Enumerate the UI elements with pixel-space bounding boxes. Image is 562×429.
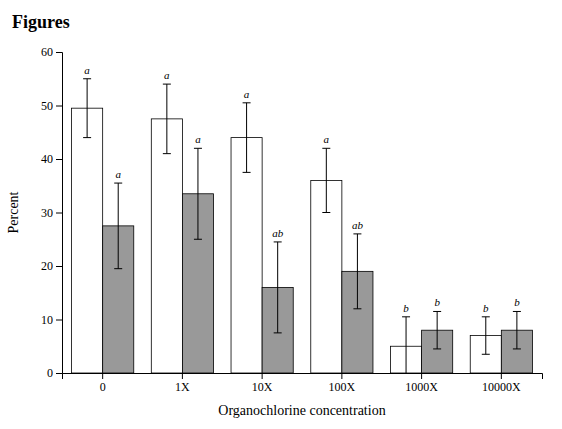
x-tick-mark [501, 373, 502, 379]
error-bar [513, 311, 521, 348]
x-tick-mark [182, 373, 183, 379]
y-tick-mark [56, 320, 62, 321]
significance-label: a [195, 133, 201, 145]
y-tick-label: 60 [41, 45, 53, 59]
y-tick: 20 [41, 259, 62, 273]
x-tick-mark [262, 373, 263, 379]
bar [231, 138, 262, 373]
y-tick-mark [56, 159, 62, 160]
y-tick-mark [56, 213, 62, 214]
y-tick-mark [56, 266, 62, 267]
y-tick-mark [56, 106, 62, 107]
x-axis-line [63, 374, 543, 380]
y-tick: 0 [47, 366, 62, 380]
x-tick-label: 0 [100, 380, 106, 394]
significance-label: a [164, 69, 170, 81]
error-bar [433, 311, 441, 348]
x-tick-mark [102, 373, 103, 379]
title: Figures [12, 12, 70, 32]
series [103, 148, 533, 373]
error-bar [353, 234, 361, 309]
y-tick-label: 40 [41, 152, 53, 166]
error-bar [322, 148, 330, 212]
x-tick-mark [341, 373, 342, 379]
labels: aaaabbaaababbb [84, 64, 520, 314]
significance-label: a [324, 133, 330, 145]
error-bar [274, 242, 282, 333]
y-axis-line [56, 53, 63, 374]
y-tick: 10 [41, 313, 62, 327]
significance-label: b [483, 302, 489, 314]
y-axis: 0 10 20 30 40 50 60 [41, 45, 63, 380]
x-axis-title: Organochlorine concentration [218, 403, 385, 418]
y-tick-label: 10 [41, 313, 53, 327]
x-axis: 0 1X 10X 100X 1000X 10000X [63, 373, 543, 394]
error-bar [194, 148, 202, 239]
error-bar [163, 84, 171, 154]
x-tick: 10000X [482, 373, 521, 394]
error-bar [114, 183, 122, 269]
significance-label: ab [272, 227, 284, 239]
y-tick-label: 20 [41, 259, 53, 273]
marks [72, 79, 533, 373]
x-tick-label: 100X [329, 380, 356, 394]
significance-label: a [115, 168, 121, 180]
bar [151, 119, 182, 373]
x-tick: 1000X [405, 373, 438, 394]
y-tick-label: 30 [41, 206, 53, 220]
significance-label: a [244, 88, 250, 100]
x-tick: 0 [100, 373, 106, 394]
y-tick-mark [56, 52, 62, 53]
series [72, 79, 502, 373]
error-bar [83, 79, 91, 138]
y-tick: 30 [41, 206, 62, 220]
error-bar [482, 317, 490, 354]
x-tick: 10X [252, 373, 273, 394]
significance-label: b [434, 296, 440, 308]
x-tick-label: 1X [175, 380, 190, 394]
x-tick: 100X [329, 373, 356, 394]
x-tick-label: 10000X [482, 380, 521, 394]
y-tick-mark [56, 373, 62, 374]
y-tick-label: 50 [41, 99, 53, 113]
y-tick: 40 [41, 152, 62, 166]
y-tick: 50 [41, 99, 62, 113]
x-tick-label: 1000X [405, 380, 438, 394]
x-tick: 1X [175, 373, 190, 394]
plot: aaaabbaaababbb010203040506001X10X100X100… [41, 45, 543, 393]
x-tick-label: 10X [252, 380, 273, 394]
bar [72, 108, 103, 373]
error-bar [243, 103, 251, 173]
x-tick-mark [421, 373, 422, 379]
significance-label: b [514, 296, 520, 308]
significance-label: b [403, 302, 409, 314]
y-tick: 60 [41, 45, 62, 59]
error-bar [402, 317, 410, 373]
significance-label: ab [352, 219, 364, 231]
chart: Figuresaaaabbaaababbb010203040506001X10X… [0, 0, 562, 429]
significance-label: a [84, 64, 90, 76]
y-axis-title: Percent [6, 191, 21, 233]
y-tick-label: 0 [47, 366, 53, 380]
